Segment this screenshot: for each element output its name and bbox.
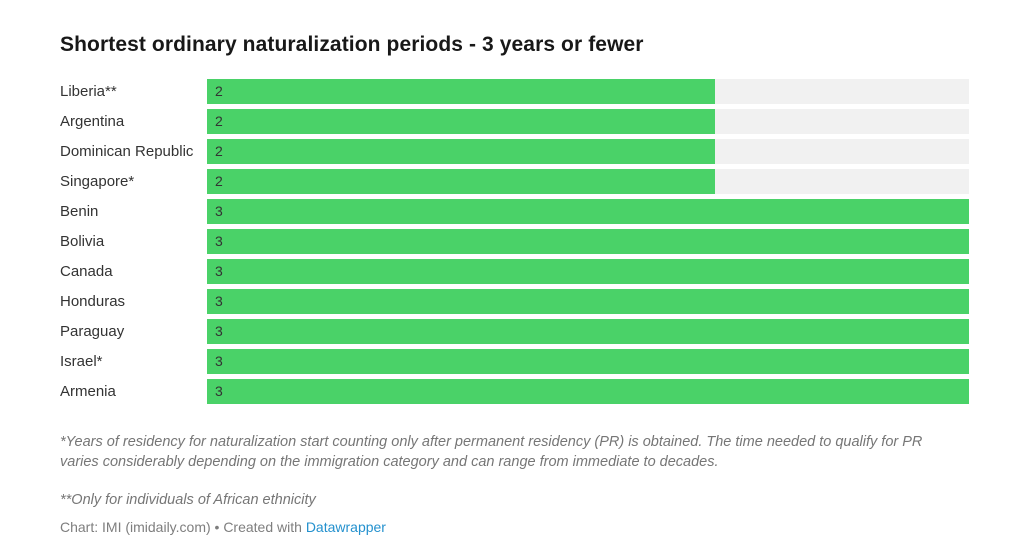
value-label: 3 <box>215 203 223 219</box>
bar-track: 3 <box>207 318 969 344</box>
bar-row: Honduras 3 <box>60 286 969 316</box>
bar-row: Liberia** 2 <box>60 76 969 106</box>
bar: 3 <box>207 318 969 344</box>
value-label: 2 <box>215 143 223 159</box>
bar-track: 2 <box>207 108 969 134</box>
attribution-line: Chart: IMI (imidaily.com) • Created with… <box>60 519 969 535</box>
value-label: 3 <box>215 263 223 279</box>
bar-row: Argentina 2 <box>60 106 969 136</box>
bar: 3 <box>207 198 969 224</box>
attribution-prefix: Chart: IMI (imidaily.com) • Created with <box>60 519 306 535</box>
bar-track: 3 <box>207 228 969 254</box>
chart-title: Shortest ordinary naturalization periods… <box>60 33 644 56</box>
bar-track: 3 <box>207 258 969 284</box>
value-label: 2 <box>215 173 223 189</box>
bar: 3 <box>207 228 969 254</box>
bar: 3 <box>207 348 969 374</box>
value-label: 2 <box>215 83 223 99</box>
bar: 2 <box>207 138 715 164</box>
bar-track: 3 <box>207 288 969 314</box>
bar-track: 3 <box>207 378 969 404</box>
bar-chart: Liberia** 2 Argentina 2 Dominican Republic 2 S… <box>60 76 969 406</box>
bar-row: Paraguay 3 <box>60 316 969 346</box>
category-label: Paraguay <box>60 322 125 340</box>
bar: 2 <box>207 168 715 194</box>
bar-row: Armenia 3 <box>60 376 969 406</box>
bar: 3 <box>207 288 969 314</box>
bar: 2 <box>207 78 715 104</box>
category-label: Armenia <box>60 382 116 400</box>
value-label: 3 <box>215 353 223 369</box>
bar-track: 2 <box>207 168 969 194</box>
value-label: 3 <box>215 233 223 249</box>
bar: 3 <box>207 378 969 404</box>
bar-row: Dominican Republic 2 <box>60 136 969 166</box>
bar-row: Benin 3 <box>60 196 969 226</box>
category-label: Benin <box>60 202 99 220</box>
category-label: Argentina <box>60 112 125 130</box>
bar-row: Singapore* 2 <box>60 166 969 196</box>
bar-row: Bolivia 3 <box>60 226 969 256</box>
value-label: 3 <box>215 323 223 339</box>
bar-track: 3 <box>207 198 969 224</box>
footnote-ethnicity: **Only for individuals of African ethnic… <box>60 492 316 508</box>
category-label: Canada <box>60 262 113 280</box>
value-label: 3 <box>215 293 223 309</box>
bar-track: 2 <box>207 78 969 104</box>
bar-track: 3 <box>207 348 969 374</box>
category-label: Dominican Republic <box>60 142 194 160</box>
category-label: Honduras <box>60 292 126 310</box>
footnotes: *Years of residency for naturalization s… <box>60 432 965 510</box>
category-label: Bolivia <box>60 232 105 250</box>
bar: 2 <box>207 108 715 134</box>
bar: 3 <box>207 258 969 284</box>
category-label: Liberia** <box>60 82 117 100</box>
value-label: 2 <box>215 113 223 129</box>
bar-row: Canada 3 <box>60 256 969 286</box>
datawrapper-link[interactable]: Datawrapper <box>305 519 386 535</box>
category-label: Israel* <box>60 352 103 370</box>
footnote-residency: *Years of residency for naturalization s… <box>60 434 923 470</box>
category-label: Singapore* <box>60 172 135 190</box>
bar-row: Israel* 3 <box>60 346 969 376</box>
bar-track: 2 <box>207 138 969 164</box>
value-label: 3 <box>215 383 223 399</box>
